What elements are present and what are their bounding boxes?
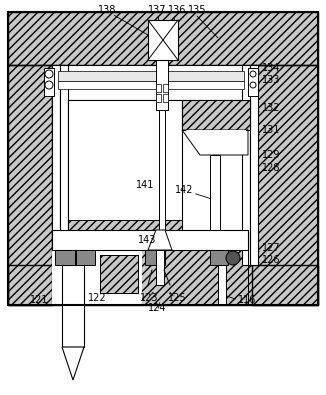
Bar [62,265,84,347]
Bar [68,220,182,240]
Bar [182,100,250,130]
Polygon shape [145,250,165,265]
Bar [52,65,60,265]
Circle shape [226,251,240,265]
Polygon shape [55,250,75,265]
Text: 116: 116 [238,295,256,305]
Text: 128: 128 [262,163,280,173]
Bar [100,255,138,293]
Text: 135: 135 [188,5,206,15]
Polygon shape [182,130,248,155]
Bar [68,100,182,240]
Bar [252,65,318,305]
Bar [163,94,168,102]
Polygon shape [62,347,84,380]
Polygon shape [76,250,95,265]
Bar [250,65,258,265]
Bar [156,84,161,92]
Text: 143: 143 [138,235,156,245]
Bar [52,250,142,305]
Bar [58,71,244,81]
Bar [8,65,52,305]
Bar [52,65,252,100]
Bar [148,20,178,60]
Bar [68,220,182,240]
Bar [8,12,318,65]
Polygon shape [148,230,172,250]
Bar [156,94,161,102]
Text: 131: 131 [262,125,280,135]
Bar [163,84,168,92]
Bar [52,65,182,265]
Text: 137: 137 [148,5,167,15]
Text: 126: 126 [262,255,280,265]
Polygon shape [186,130,246,152]
Text: 122: 122 [88,293,107,303]
Text: 123: 123 [140,293,158,303]
Bar [156,250,164,285]
Bar [58,81,244,89]
Bar [242,65,250,265]
Text: 142: 142 [175,185,194,195]
Bar [218,250,226,305]
Bar [182,65,252,265]
Bar [210,155,220,235]
Bar [8,265,318,305]
Text: 134: 134 [262,63,280,73]
Bar [248,68,258,96]
Bar [52,230,248,250]
Text: 138: 138 [98,5,116,15]
Text: 124: 124 [148,303,167,313]
Polygon shape [210,250,228,265]
Text: 141: 141 [136,180,155,190]
Text: 132: 132 [262,103,280,113]
Bar [252,65,318,305]
Text: 127: 127 [262,243,281,253]
Bar [44,68,54,96]
Bar [8,65,52,305]
Bar [8,12,318,305]
Bar [156,60,168,110]
Text: 129: 129 [262,150,280,160]
Bar [182,100,250,130]
Text: 125: 125 [168,293,186,303]
Bar [159,110,165,230]
Text: 121: 121 [30,295,49,305]
Bar [52,250,248,305]
Text: 136: 136 [168,5,186,15]
Bar [100,255,138,293]
Bar [52,250,248,305]
Bar [8,265,318,305]
Bar [60,65,68,265]
Text: 133: 133 [262,75,280,85]
Bar [8,12,318,65]
